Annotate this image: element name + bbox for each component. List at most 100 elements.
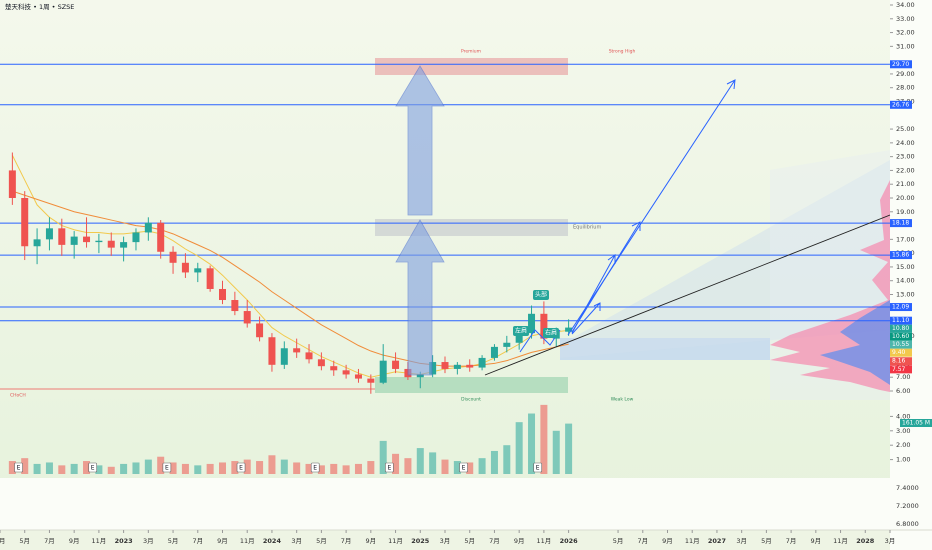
candle-body: [392, 360, 400, 369]
event-label: E: [239, 465, 243, 472]
price-label: 7.57: [892, 366, 906, 373]
volume-bar: [552, 430, 560, 474]
volume-bar: [132, 462, 140, 474]
y-tick-label: 31.00: [896, 42, 915, 50]
volume-bar: [70, 463, 78, 474]
y-tick-label: 32.00: [896, 29, 915, 37]
x-tick-label: 11月: [685, 537, 700, 545]
volume-profile: [820, 300, 890, 385]
candle-body: [466, 364, 474, 368]
x-tick-label: 3月: [0, 537, 5, 545]
volume-bar: [293, 462, 301, 474]
x-tick-label: 7月: [341, 537, 352, 545]
x-tick-label: 2023: [115, 537, 133, 545]
x-tick-label: 5月: [316, 537, 327, 545]
price-label-box: [890, 332, 912, 341]
volume-bar: [565, 423, 573, 474]
volume-bar: [453, 461, 461, 474]
lower-pane: [0, 478, 890, 530]
price-label: 9.40: [892, 349, 906, 356]
candle-body: [157, 222, 165, 252]
y-tick-label: 23.00: [896, 153, 915, 161]
candle-body: [256, 323, 264, 338]
event-marker: [236, 462, 246, 473]
candle-body: [169, 251, 177, 263]
candle-body: [379, 360, 387, 383]
up-arrow: [395, 65, 445, 216]
volume-bar: [107, 466, 115, 474]
price-label: 12.09: [892, 304, 909, 311]
y-tick-label: 7.00: [896, 373, 910, 381]
equilibrium-zone: [375, 219, 568, 236]
event-label: E: [536, 465, 540, 472]
lower-axis-label: 7.4000: [896, 484, 919, 492]
volume-bar: [379, 440, 387, 474]
event-label: E: [313, 465, 317, 472]
x-tick-label: 5月: [761, 537, 772, 545]
volume-bar: [219, 462, 226, 474]
zone-label: Strong High: [609, 49, 636, 55]
candle-body: [317, 359, 325, 367]
head-label: 头部: [535, 291, 547, 299]
channel: [560, 160, 890, 358]
volume-tick-label: 3.00: [896, 427, 910, 435]
candle-body: [132, 232, 140, 243]
header: 楚天科技 • 1周 • SZSE: [5, 2, 74, 11]
price-label-box: [890, 340, 912, 349]
volume-bar: [441, 459, 449, 474]
badge: [513, 326, 529, 336]
x-tick-label: 9月: [514, 537, 525, 545]
volume-bar: [354, 463, 362, 474]
x-tick-label: 3月: [143, 537, 154, 545]
axis-background: [890, 0, 932, 550]
x-tick-label: 2024: [263, 537, 282, 545]
candle-body: [144, 222, 152, 233]
y-tick-label: 21.00: [896, 180, 915, 188]
candle-body: [107, 240, 115, 248]
candle-body: [219, 288, 226, 301]
price-label-box: [890, 251, 912, 260]
candle-body: [95, 240, 103, 243]
zone-label: Discount: [461, 397, 481, 403]
x-tick-label: 5月: [613, 537, 624, 545]
candle-body: [540, 313, 548, 339]
event-marker: [459, 462, 468, 473]
event-marker: [88, 462, 98, 473]
y-tick-label: 6.00: [896, 387, 910, 395]
event-marker: [162, 462, 172, 473]
trend-line: [484, 214, 891, 376]
candle-body: [490, 346, 498, 358]
moving-average: [11, 155, 569, 378]
y-tick-label: 14.00: [896, 277, 915, 285]
volume-bar: [528, 413, 536, 474]
volume-bar: [157, 456, 165, 474]
x-tick-label: 3月: [736, 537, 747, 545]
x-tick-label: 2027: [708, 537, 726, 545]
volume-bar: [83, 461, 91, 474]
volume-bar: [181, 463, 189, 474]
price-label: 26.76: [892, 101, 909, 108]
candle-body: [21, 198, 29, 247]
y-tick-label: 25.00: [896, 125, 915, 133]
x-tick-label: 7月: [786, 537, 797, 545]
x-tick-label: 11月: [91, 537, 106, 545]
event-label: E: [91, 465, 95, 472]
volume-bar: [317, 465, 325, 474]
y-tick-label: 29.00: [896, 70, 915, 78]
volume-label-box: [900, 419, 932, 427]
price-label: 18.18: [892, 220, 909, 227]
volume-bar: [367, 461, 375, 474]
candle-body: [70, 236, 78, 245]
volume-bar: [8, 461, 16, 474]
candle-body: [83, 236, 91, 243]
candle-body: [293, 348, 301, 353]
price-label-box: [890, 365, 912, 374]
candle-body: [528, 313, 536, 334]
event-marker: [14, 462, 23, 473]
discount-zone: [375, 377, 568, 393]
x-tick-label: 9月: [366, 537, 377, 545]
y-tick-label: 13.00: [896, 291, 915, 299]
y-tick-label: 34.00: [896, 1, 915, 9]
event-marker: [310, 462, 320, 473]
